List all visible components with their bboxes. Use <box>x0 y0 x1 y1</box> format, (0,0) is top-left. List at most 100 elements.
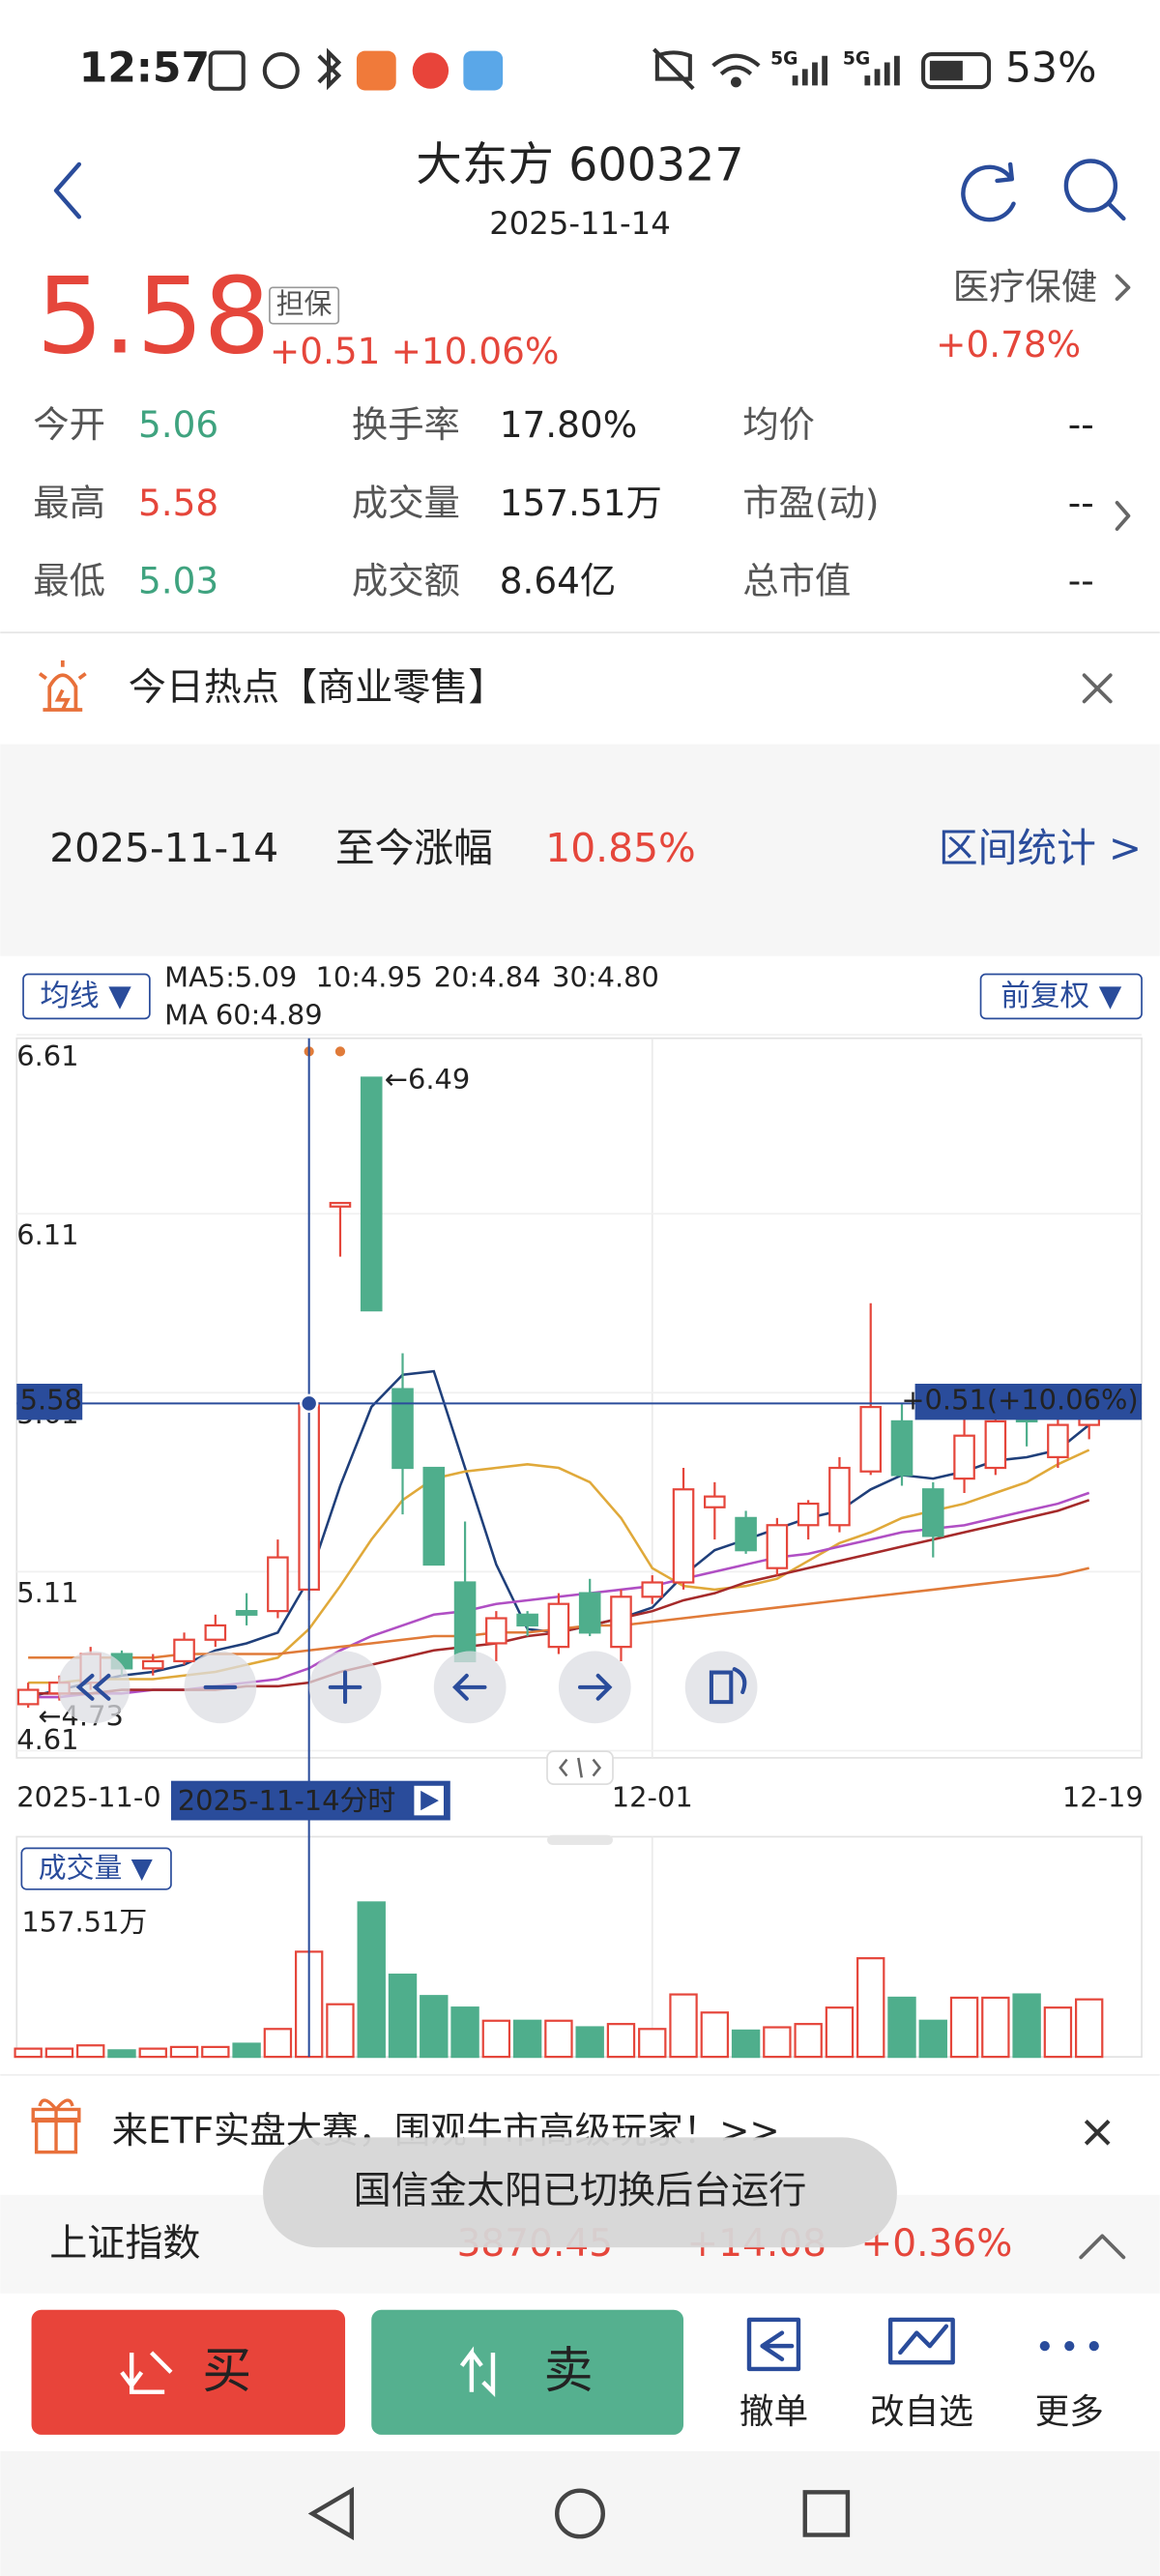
y-tick-label: 6.11 <box>16 1218 78 1251</box>
chart-control-icon <box>709 1667 747 1705</box>
legend-ma30: 30:4.80 <box>552 961 659 994</box>
volume-bar <box>107 2049 136 2059</box>
gift-icon <box>31 2098 81 2154</box>
toast-box <box>263 2137 897 2248</box>
volume-bar <box>76 2044 105 2059</box>
stock-title: 大东方 600327 <box>416 138 743 191</box>
more-icon[interactable] <box>1039 2341 1099 2352</box>
legend-ma5: MA5:5.09 <box>164 961 297 994</box>
ma-button-box[interactable] <box>22 973 151 1020</box>
nav-recent[interactable] <box>802 2490 851 2537</box>
candle-body <box>173 1638 195 1663</box>
kline-chart: 6.616.115.615.114.612025-11-012-0112-19←… <box>14 1034 1144 2059</box>
stat-label: 总市值 <box>742 560 851 602</box>
volume-label: 157.51万 <box>21 1906 147 1939</box>
buy-label: 买 <box>202 2343 251 2400</box>
battery-level: 53% <box>1005 45 1096 93</box>
stat-value: 157.51万 <box>500 482 662 524</box>
candle-body <box>704 1495 726 1508</box>
stat-value: -- <box>1068 403 1094 446</box>
ma-button[interactable]: 均线 ▼ <box>40 980 131 1013</box>
watch-icon[interactable] <box>887 2317 955 2365</box>
volume-bar <box>918 2019 947 2059</box>
volume-bar <box>1043 2006 1073 2059</box>
sector-pct: +0.78% <box>936 323 1081 366</box>
volume-bar <box>638 2028 667 2059</box>
candle-body <box>329 1201 352 1208</box>
legend-ma60-prefix: MA <box>164 999 208 1032</box>
stat-label: 最高 <box>33 482 105 524</box>
header-date: 2025-11-14 <box>489 205 671 242</box>
volume-bar <box>669 1993 698 2059</box>
chart-control[interactable] <box>684 1651 758 1724</box>
sell-icon <box>459 2346 496 2398</box>
stat-label: 今开 <box>33 403 105 446</box>
more-label: 更多 <box>1035 2392 1104 2432</box>
candle-body <box>578 1592 601 1634</box>
candle-body <box>267 1556 289 1613</box>
high-note: ←6.49 <box>385 1063 470 1096</box>
candle-body <box>766 1524 789 1569</box>
last-price: 5.58 <box>37 254 271 377</box>
watch-label: 改自选 <box>870 2392 973 2432</box>
nav-back[interactable] <box>307 2486 355 2541</box>
candle-body <box>641 1581 664 1598</box>
volume-bar <box>575 2026 604 2059</box>
nav-home[interactable] <box>555 2488 605 2539</box>
candle-body <box>453 1581 477 1663</box>
tag-box <box>269 286 340 325</box>
sector-name[interactable]: 医疗保健 <box>953 266 1097 308</box>
volume-bar <box>949 1996 979 2059</box>
expand-button[interactable] <box>1079 2234 1126 2260</box>
close-button[interactable] <box>1082 673 1113 704</box>
volume-bar <box>763 2026 792 2059</box>
buy-button[interactable] <box>31 2309 346 2435</box>
candle-body <box>422 1466 446 1566</box>
candle-body <box>360 1076 383 1312</box>
volume-bar <box>731 2029 761 2059</box>
index-pct: +0.36% <box>861 2222 1013 2266</box>
x-tick-label: 12-19 <box>1062 1780 1144 1813</box>
search-button[interactable] <box>1063 159 1126 221</box>
volume-bar <box>201 2045 230 2059</box>
candle-body <box>953 1434 975 1480</box>
legend-ma10: 10:4.95 <box>315 961 422 994</box>
candle-body <box>890 1420 914 1477</box>
candle-body <box>797 1502 820 1527</box>
stat-value: 17.80% <box>500 403 637 446</box>
hot-topic[interactable]: 今日热点【商业零售】 <box>129 666 507 710</box>
stat-label: 市盈(动) <box>742 482 879 524</box>
y-tick-label: 4.61 <box>16 1723 78 1756</box>
status-time: 12:57 <box>79 45 210 93</box>
range-link[interactable]: 区间统计 > <box>939 825 1142 871</box>
candle-body <box>485 1617 508 1645</box>
range-date: 2025-11-14 <box>49 825 278 871</box>
volume-bar <box>606 2023 636 2059</box>
x-tick-label: 2025-11-0 <box>16 1780 160 1813</box>
refresh-button[interactable] <box>961 161 1016 222</box>
sell-button[interactable] <box>371 2309 684 2435</box>
back-button[interactable] <box>53 161 82 220</box>
marker-dot <box>334 1046 346 1057</box>
candle-body <box>735 1516 757 1552</box>
banner-close[interactable] <box>1084 2119 1111 2146</box>
stat-label: 换手率 <box>352 403 460 446</box>
volume-button[interactable]: 成交量 ▼ <box>39 1851 154 1884</box>
stat-label: 成交额 <box>352 560 460 602</box>
play-icon <box>420 1790 439 1811</box>
stats-grid: 今开 5.06 换手率 17.80% 均价 -- 最高 5.58 成交量 157.51万 市盈(动)… <box>33 403 1094 601</box>
volume-bar <box>481 2019 511 2059</box>
cancel-icon[interactable] <box>746 2317 801 2372</box>
adjust-button[interactable]: 前复权 ▼ <box>1000 980 1121 1013</box>
volume-bar <box>450 2006 479 2059</box>
volume-button-box[interactable] <box>20 1847 172 1890</box>
cross-date-box <box>170 1780 450 1821</box>
drag-handle <box>547 1834 613 1845</box>
index-name: 上证指数 <box>49 2222 200 2266</box>
hot-icon <box>38 659 87 712</box>
stat-value: 5.58 <box>138 482 218 524</box>
adjust-button-box[interactable] <box>979 973 1143 1020</box>
stat-label: 均价 <box>742 403 815 446</box>
crosshair-dot <box>299 1393 319 1414</box>
status-icons <box>208 47 992 91</box>
